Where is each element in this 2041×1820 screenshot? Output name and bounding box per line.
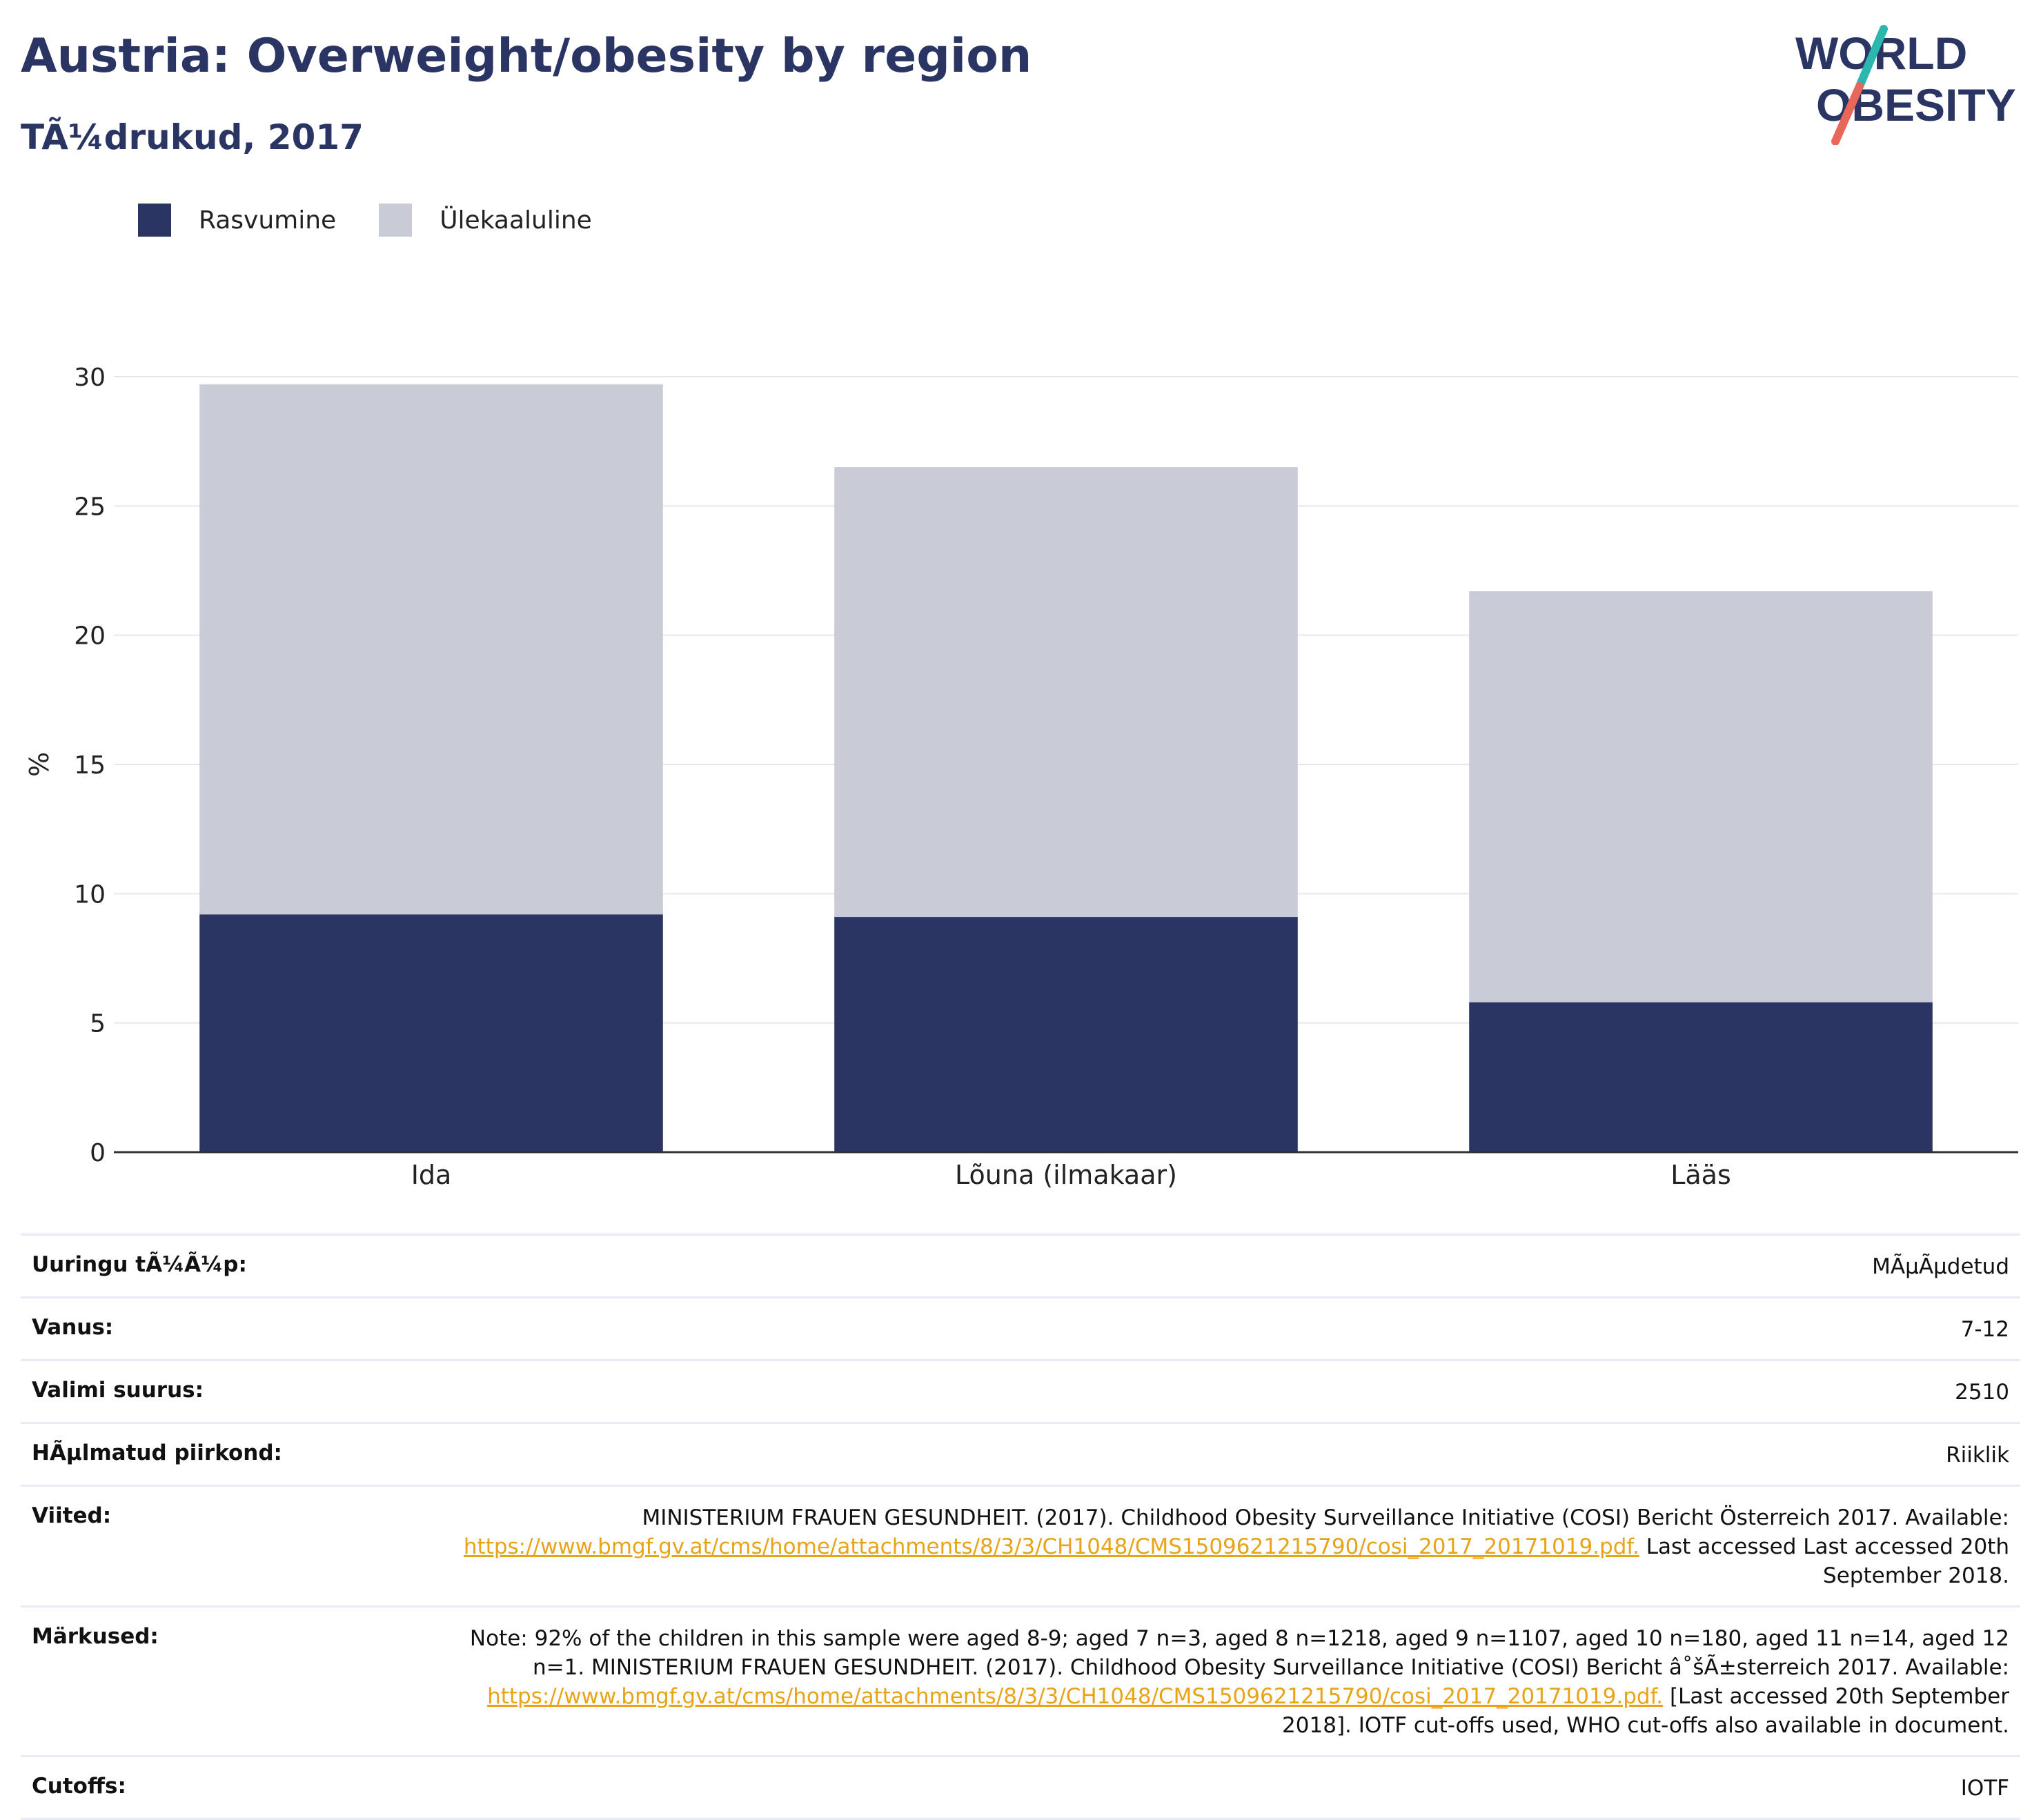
notes-text-end: [Last accessed 20th September 2018]. IOT… <box>1282 1684 2009 1738</box>
y-axis-label: % <box>24 752 55 777</box>
info-key: Valimi suurus: <box>32 1378 204 1403</box>
logo-slash-coral <box>1831 82 1864 145</box>
legend-swatch-obesity <box>138 204 171 237</box>
metadata-table: Uuringu tÃ¼Ã¼p: MÃµÃµdetud Vanus: 7-12 V… <box>21 1234 2020 1820</box>
info-row-notes: Märkused: Note: 92% of the children in t… <box>21 1605 2020 1755</box>
info-key: Viited: <box>32 1503 112 1528</box>
legend-item-obesity[interactable]: Rasvumine <box>138 204 336 237</box>
legend-item-overweight[interactable]: Ülekaaluline <box>379 204 592 237</box>
x-tick-label: Lääs <box>1670 1160 1731 1190</box>
notes-link[interactable]: https://www.bmgf.gv.at/cms/home/attachme… <box>487 1684 1664 1709</box>
bar-overweight-3 <box>1469 591 1933 1002</box>
y-tick-label: 10 <box>74 880 106 909</box>
bar-obesity-2 <box>834 917 1298 1152</box>
info-key: Vanus: <box>32 1315 114 1340</box>
info-row-area-covered: HÃµlmatud piirkond: Riiklik <box>21 1422 2020 1485</box>
info-value: Riiklik <box>1946 1443 2009 1467</box>
reference-link[interactable]: https://www.bmgf.gv.at/cms/home/attachme… <box>463 1534 1639 1559</box>
info-key: Cutoffs: <box>32 1774 126 1799</box>
info-row-age: Vanus: 7-12 <box>21 1296 2020 1359</box>
info-key: Uuringu tÃ¼Ã¼p: <box>32 1252 247 1277</box>
legend: Rasvumine Ülekaaluline <box>138 204 635 237</box>
chart-title: Austria: Overweight/obesity by region <box>21 29 1032 83</box>
bar-overweight-1 <box>199 384 663 915</box>
y-tick-label: 15 <box>74 751 106 780</box>
bar-obesity-1 <box>199 914 663 1152</box>
bar-overweight-2 <box>834 467 1298 918</box>
info-value: MÃµÃµdetud <box>1872 1254 2009 1279</box>
info-key: HÃµlmatud piirkond: <box>32 1441 282 1465</box>
notes-text: Note: 92% of the children in this sample… <box>469 1626 2009 1680</box>
info-value: 7-12 <box>1960 1317 2009 1342</box>
reference-text: MINISTERIUM FRAUEN GESUNDHEIT. (2017). C… <box>642 1505 2009 1530</box>
chart-subtitle: TÃ¼drukud, 2017 <box>21 117 364 157</box>
y-tick-label: 30 <box>74 364 106 392</box>
x-tick-label: Lõuna (ilmakaar) <box>955 1160 1177 1190</box>
world-obesity-logo: WORLD OBESITY <box>1795 25 2016 145</box>
y-tick-label: 25 <box>74 493 106 521</box>
info-row-references: Viited: MINISTERIUM FRAUEN GESUNDHEIT. (… <box>21 1485 2020 1605</box>
info-key: Märkused: <box>32 1624 159 1649</box>
y-tick-label: 5 <box>90 1010 106 1038</box>
reference-text-end: Last accessed Last accessed 20th Septemb… <box>1639 1534 2009 1588</box>
y-tick-label: 20 <box>74 622 106 651</box>
info-value: Note: 92% of the children in this sample… <box>422 1624 2009 1740</box>
logo-slash-teal <box>1855 25 1888 90</box>
legend-swatch-overweight <box>379 204 413 237</box>
legend-label-obesity: Rasvumine <box>199 206 337 235</box>
bar-chart: 0 5 10 15 20 25 30% Ida Lõuna (ilmakaar) Lääs <box>24 364 2018 1190</box>
info-row-sample-size: Valimi suurus: 2510 <box>21 1359 2020 1422</box>
info-value: IOTF <box>1960 1776 2009 1801</box>
info-value: 2510 <box>1955 1380 2009 1405</box>
y-tick-label: 0 <box>90 1139 106 1167</box>
info-value: MINISTERIUM FRAUEN GESUNDHEIT. (2017). C… <box>422 1503 2009 1590</box>
x-tick-label: Ida <box>411 1160 452 1190</box>
bar-obesity-3 <box>1469 1002 1933 1152</box>
info-row-survey-type: Uuringu tÃ¼Ã¼p: MÃµÃµdetud <box>21 1234 2020 1296</box>
legend-label-overweight: Ülekaaluline <box>440 206 592 235</box>
info-row-cutoffs: Cutoffs: IOTF <box>21 1755 2020 1820</box>
